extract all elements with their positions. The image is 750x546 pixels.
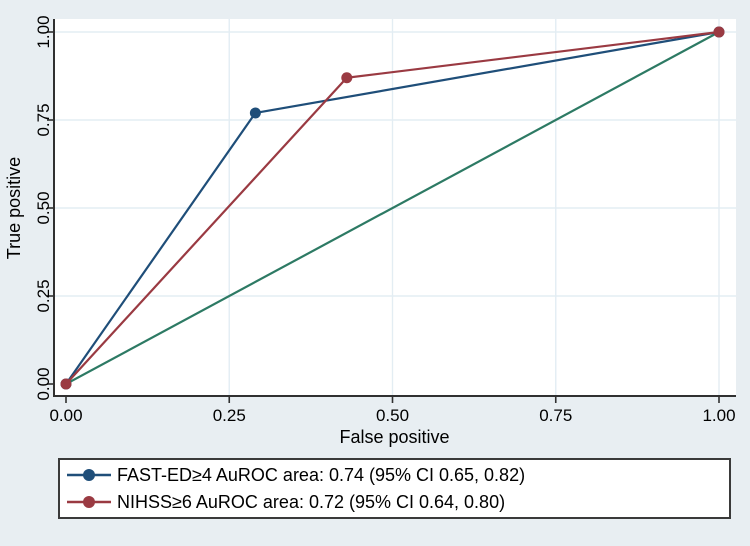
x-tick-label-0.25: 0.25 — [213, 406, 246, 425]
roc-point-fast-ed-1 — [249, 107, 261, 119]
y-tick-label-0.50: 0.50 — [34, 191, 53, 224]
x-tick-label-0.75: 0.75 — [539, 406, 572, 425]
legend-label-fast-ed: FAST-ED≥4 AuROC area: 0.74 (95% CI 0.65,… — [117, 465, 526, 485]
y-tick-label-1.00: 1.00 — [34, 15, 53, 48]
legend-item-fast-ed: FAST-ED≥4 AuROC area: 0.74 (95% CI 0.65,… — [67, 464, 729, 486]
x-tick-label-1.00: 1.00 — [702, 406, 735, 425]
x-tick-label-0.00: 0.00 — [49, 406, 82, 425]
legend-item-nihss: NIHSS≥6 AuROC area: 0.72 (95% CI 0.64, 0… — [67, 491, 729, 513]
y-tick-label-0.75: 0.75 — [34, 103, 53, 136]
roc-point-nihss-1 — [341, 72, 353, 84]
roc-point-nihss-0 — [60, 378, 72, 390]
legend-label-nihss: NIHSS≥6 AuROC area: 0.72 (95% CI 0.64, 0… — [117, 492, 506, 512]
y-axis-title: True positive — [4, 156, 24, 260]
x-tick-label-0.50: 0.50 — [376, 406, 409, 425]
legend-line-marker-icon — [67, 469, 111, 481]
legend: FAST-ED≥4 AuROC area: 0.74 (95% CI 0.65,… — [58, 458, 731, 519]
legend-line-marker-icon — [67, 496, 111, 508]
roc-curve-reference-diagonal — [65, 31, 720, 385]
y-tick-label-0.00: 0.00 — [34, 367, 53, 400]
x-axis-title: False positive — [339, 427, 450, 447]
y-tick-label-0.25: 0.25 — [34, 279, 53, 312]
roc-point-nihss-2 — [713, 26, 725, 38]
